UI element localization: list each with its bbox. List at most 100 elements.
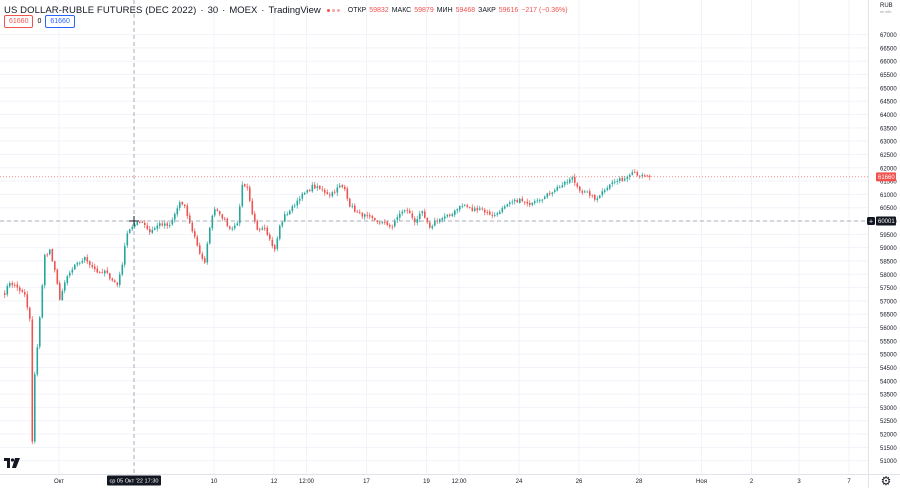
candle[interactable] [469,207,471,208]
candle[interactable] [154,228,156,230]
candle[interactable] [131,226,134,230]
candle[interactable] [594,194,596,200]
candle[interactable] [586,191,589,193]
candle[interactable] [431,226,434,229]
candle[interactable] [344,186,346,190]
candle[interactable] [416,219,419,223]
candle[interactable] [126,233,129,246]
candle[interactable] [621,178,624,181]
candle[interactable] [644,175,646,177]
candle[interactable] [576,183,579,187]
candle[interactable] [69,272,71,276]
candle[interactable] [379,222,381,224]
candle[interactable] [266,227,269,235]
candle[interactable] [311,184,314,192]
candle[interactable] [256,220,259,230]
candle[interactable] [361,212,364,217]
candle[interactable] [456,208,459,211]
candle[interactable] [634,172,636,173]
candle[interactable] [521,198,524,202]
candle[interactable] [571,177,574,180]
candle[interactable] [91,264,94,268]
candle[interactable] [331,192,334,197]
candle[interactable] [236,223,239,226]
candle[interactable] [541,199,544,201]
candle[interactable] [294,205,296,207]
candle[interactable] [71,269,74,273]
candle[interactable] [21,290,24,292]
candle[interactable] [441,218,444,220]
candle[interactable] [466,205,469,207]
candle[interactable] [146,225,149,229]
candle[interactable] [14,284,16,286]
candle[interactable] [364,214,366,217]
candle[interactable] [476,207,479,211]
candle[interactable] [299,198,301,201]
candle[interactable] [474,208,476,211]
tradingview-logo-icon[interactable] [4,458,20,468]
candle[interactable] [109,273,111,279]
candle[interactable] [176,208,179,215]
candle[interactable] [161,223,164,226]
candle[interactable] [601,191,604,195]
candle[interactable] [314,184,316,189]
candle[interactable] [414,218,416,223]
candle[interactable] [411,213,414,218]
candle[interactable] [551,192,554,194]
candle[interactable] [61,291,64,301]
candle[interactable] [296,200,299,206]
candle[interactable] [489,211,491,215]
candle[interactable] [624,178,626,181]
candle[interactable] [229,226,231,229]
candle[interactable] [11,283,14,286]
candle[interactable] [251,200,254,215]
candle[interactable] [514,199,516,202]
candle[interactable] [54,261,56,271]
candle[interactable] [611,182,614,185]
candle[interactable] [556,187,559,191]
add-alert-button[interactable] [867,216,875,225]
candle[interactable] [114,280,116,283]
candle[interactable] [186,205,189,217]
candle[interactable] [526,201,529,204]
candle[interactable] [249,187,251,201]
candle[interactable] [291,206,294,212]
candle[interactable] [244,184,246,187]
candle[interactable] [341,185,344,187]
candle[interactable] [4,293,6,295]
candle[interactable] [139,222,141,224]
candle[interactable] [534,201,536,203]
candle[interactable] [189,215,191,223]
candle[interactable] [394,220,396,227]
candle[interactable] [224,218,226,220]
candle[interactable] [94,266,96,270]
candle[interactable] [31,319,34,442]
candle[interactable] [444,216,446,219]
candle[interactable] [316,186,319,189]
candle[interactable] [419,213,421,219]
candle[interactable] [516,199,519,203]
candle[interactable] [584,191,586,193]
candle[interactable] [434,220,436,226]
candle[interactable] [121,264,124,275]
candle[interactable] [84,257,86,261]
candle[interactable] [471,207,474,211]
candle[interactable] [16,284,19,288]
candle[interactable] [116,282,119,285]
candle[interactable] [134,224,136,227]
candle[interactable] [119,274,121,285]
candle[interactable] [129,229,131,233]
candle[interactable] [559,187,561,189]
candle[interactable] [89,261,91,265]
candle[interactable] [201,253,204,259]
candle[interactable] [124,246,126,265]
candle[interactable] [539,199,541,201]
candle[interactable] [336,187,339,193]
candle[interactable] [429,222,431,228]
candle[interactable] [49,249,51,255]
candle[interactable] [446,214,449,217]
candle[interactable] [609,184,611,189]
candle[interactable] [304,192,306,195]
candle[interactable] [26,294,29,308]
